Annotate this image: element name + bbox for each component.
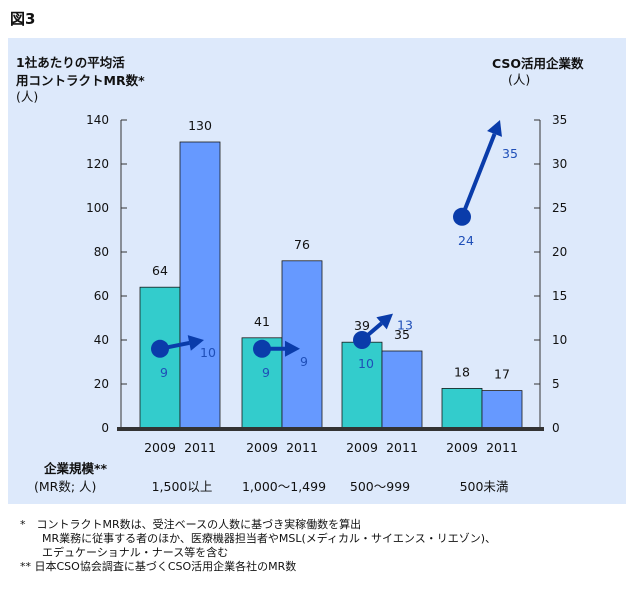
right-axis-unit: (人) — [508, 72, 531, 87]
left-axis-title-line2: 用コントラクトMR数* — [16, 73, 145, 88]
x-tick-label: 2009 — [144, 440, 176, 455]
arrow-head — [187, 335, 204, 351]
company-count-marker — [253, 339, 271, 358]
right-axis-tick-label: 10 — [552, 333, 567, 347]
left-axis-title-line1: 1社あたりの平均活 — [16, 55, 125, 70]
right-axis-tick-label: 5 — [552, 377, 560, 391]
arrow-head — [376, 313, 393, 330]
company-count-label: 24 — [458, 233, 474, 248]
right-axis-tick-label: 30 — [552, 157, 567, 171]
right-axis-title: CSO活用企業数 — [492, 56, 584, 71]
bar — [481, 390, 523, 429]
left-axis-tick-label: 80 — [94, 245, 109, 259]
footnote: ** 日本CSO協会調査に基づくCSO活用企業各社のMR数 — [20, 560, 297, 573]
x-axis-subtitle: (MR数; 人) — [34, 479, 97, 494]
bar-value-label: 64 — [152, 263, 168, 278]
group-label: 500〜999 — [349, 479, 411, 494]
right-axis-tick-label: 0 — [552, 421, 560, 435]
company-count-label: 10 — [200, 345, 216, 360]
company-count-marker — [151, 339, 169, 358]
x-tick-label: 2011 — [286, 440, 318, 455]
company-count-label: 10 — [358, 356, 374, 371]
bar — [341, 341, 383, 429]
x-axis-title: 企業規模** — [44, 461, 108, 476]
bar-value-label: 17 — [494, 367, 510, 382]
company-count-label: 13 — [397, 318, 413, 333]
left-axis-tick-label: 140 — [86, 113, 109, 127]
bar-value-label: 39 — [354, 318, 370, 333]
bar-value-label: 35 — [394, 327, 410, 342]
footnotes: * コントラクトMR数は、受注ベースの人数に基づき実稼働数を算出 MR業務に従事… — [20, 518, 496, 574]
x-tick-label: 2011 — [386, 440, 418, 455]
x-axis-line — [117, 427, 544, 431]
company-count-label: 9 — [262, 365, 270, 380]
bar-value-label: 41 — [254, 314, 270, 329]
right-axis-tick-label: 20 — [552, 245, 567, 259]
bar — [381, 350, 423, 429]
left-axis-tick-label: 20 — [94, 377, 109, 391]
bar — [179, 141, 221, 429]
right-axis-tick-label: 35 — [552, 113, 567, 127]
right-axis-tick-label: 15 — [552, 289, 567, 303]
company-trend-arrow — [460, 133, 497, 218]
x-tick-label: 2009 — [246, 440, 278, 455]
arrow-head — [487, 120, 502, 137]
bar-value-label: 18 — [454, 364, 470, 379]
left-axis-tick-label: 0 — [101, 421, 109, 435]
footnote: * コントラクトMR数は、受注ベースの人数に基づき実稼働数を算出 — [20, 518, 362, 531]
x-tick-label: 2011 — [486, 440, 518, 455]
group-label: 500未満 — [459, 479, 509, 494]
x-tick-label: 2009 — [346, 440, 378, 455]
x-tick-label: 2011 — [184, 440, 216, 455]
company-count-label: 35 — [502, 146, 518, 161]
bar — [441, 387, 483, 429]
group-label: 1,500以上 — [151, 479, 213, 494]
x-tick-label: 2009 — [446, 440, 478, 455]
company-count-marker — [353, 331, 371, 349]
footnote: エデュケーショナル・ナース等を含む — [20, 546, 229, 559]
arrow-head — [285, 340, 300, 357]
company-count-label: 9 — [160, 365, 168, 380]
left-axis-tick-label: 120 — [86, 157, 109, 171]
company-count-label: 9 — [300, 354, 308, 369]
left-axis-tick-label: 60 — [94, 289, 109, 303]
bar-value-label: 76 — [294, 237, 310, 252]
right-axis-tick-label: 25 — [552, 201, 567, 215]
company-count-marker — [453, 207, 471, 226]
group-label: 1,000〜1,499 — [241, 479, 327, 494]
bar-value-label: 130 — [188, 118, 212, 133]
footnote: MR業務に従事する者のほか、医療機器担当者やMSL(メディカル・サイエンス・リエ… — [20, 532, 496, 545]
left-axis-tick-label: 100 — [86, 201, 109, 215]
left-axis-unit: (人) — [16, 89, 39, 104]
figure-label: 図3 — [10, 10, 36, 28]
left-axis-tick-label: 40 — [94, 333, 109, 347]
